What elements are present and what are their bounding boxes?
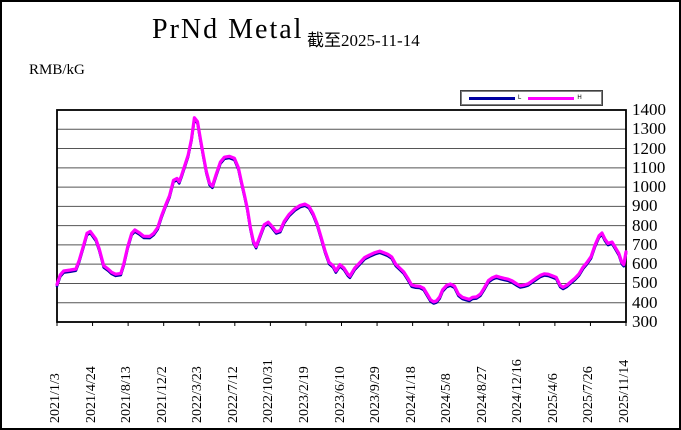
legend-item-label: H (577, 95, 582, 101)
y-axis-unit-label: RMB/kG (29, 62, 85, 78)
x-axis-tick-label: 2021/12/2 (154, 366, 170, 423)
x-axis-tick-label: 2023/6/10 (332, 366, 348, 423)
x-axis-tick-label: 2022/10/31 (261, 359, 277, 423)
x-axis-tick-label: 2021/4/24 (83, 366, 99, 423)
y-axis-tick-label: 1000 (632, 177, 666, 197)
y-axis-tick-label: 900 (632, 196, 658, 216)
x-axis-tick-label: 2024/1/18 (403, 366, 419, 423)
y-axis-tick-label: 300 (632, 312, 658, 331)
x-axis-tick-label: 2024/5/8 (439, 373, 455, 423)
y-axis-tick-label: 800 (632, 215, 658, 235)
x-axis-tick-label: 2024/8/27 (474, 366, 490, 423)
legend: L H (461, 91, 602, 105)
y-axis-tick-label: 500 (632, 273, 658, 293)
y-axis-tick-label: 1300 (632, 119, 666, 139)
page-title: PrNd Metal (152, 14, 304, 45)
y-axis-tick-label: 600 (632, 254, 658, 274)
legend-line-sample-icon (528, 96, 575, 100)
x-axis-tick-label: 2025/4/6 (545, 373, 561, 423)
legend-line-sample-icon (469, 96, 515, 100)
y-axis-tick-label: 400 (632, 292, 658, 312)
legend-item-low: L (469, 95, 521, 101)
y-axis-tick-label: 700 (632, 234, 658, 254)
x-axis-tick-label: 2023/2/19 (296, 366, 312, 423)
legend-item-high: H (528, 95, 582, 101)
x-axis-tick-label: 2025/7/26 (581, 366, 597, 423)
x-axis-tick-label: 2025/11/14 (617, 359, 632, 423)
plot-border (56, 109, 627, 323)
x-axis-tick-label: 2022/7/12 (225, 366, 241, 423)
as-of-date: 截至2025-11-14 (307, 31, 420, 50)
series-line-high (55, 116, 628, 304)
y-axis-tick-label: 1100 (632, 157, 666, 177)
legend-item-label: L (518, 95, 522, 101)
x-axis-tick-label: 2021/8/13 (119, 366, 135, 423)
x-axis-tick-label: 2024/12/16 (510, 359, 526, 423)
y-axis-tick-label: 1200 (632, 138, 666, 158)
x-axis-tick-label: 2022/3/23 (190, 366, 206, 423)
y-axis-tick-label: 1400 (632, 100, 666, 119)
x-axis-tick-label: 2023/9/29 (368, 366, 384, 423)
x-axis-tick-label: 2021/1/3 (48, 373, 63, 423)
